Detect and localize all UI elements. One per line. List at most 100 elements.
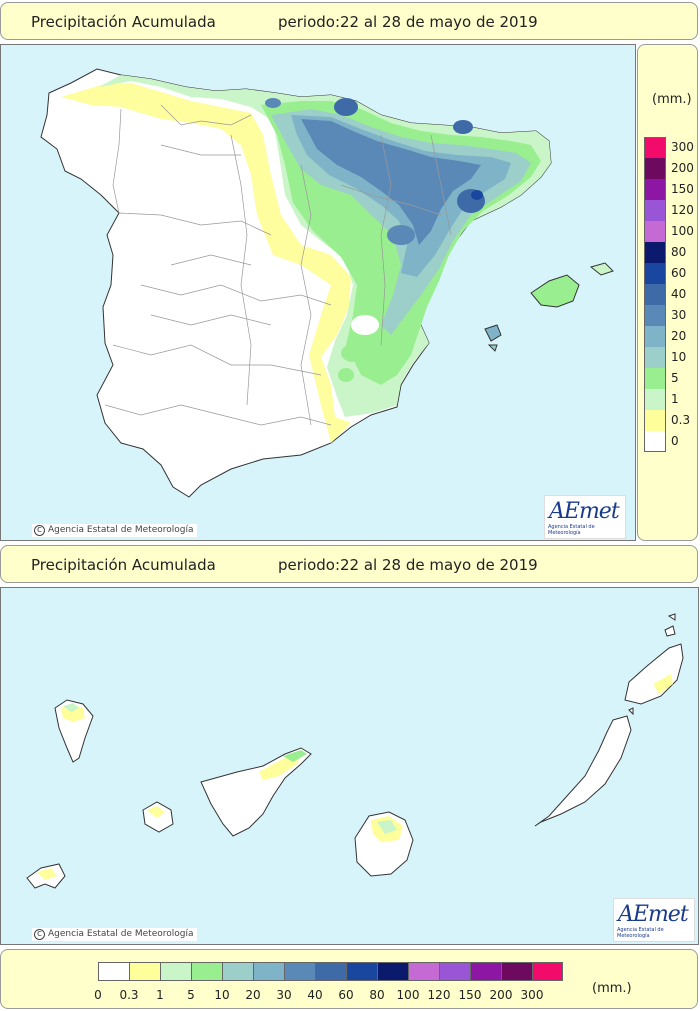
legend-swatch-150 <box>470 962 501 981</box>
legend-label-200: 200 <box>671 161 694 175</box>
island-alegranza <box>667 613 676 621</box>
aemet-logo-word: AEmet <box>618 902 689 927</box>
island-formentera <box>487 344 498 352</box>
legend-swatch-10 <box>222 962 253 981</box>
top-panel-title: Precipitación Acumulada <box>31 13 216 31</box>
legend-swatch-0.3 <box>129 962 160 981</box>
precip-la-palma-green <box>63 703 79 712</box>
legend-swatch-40 <box>315 962 346 981</box>
top-credit-text: Agencia Estatal de Meteorología <box>48 525 194 535</box>
legend-label-10: 10 <box>671 350 687 364</box>
bottom-panel-period: periodo:22 al 28 de mayo de 2019 <box>278 556 538 574</box>
legend-swatch-120 <box>644 200 666 221</box>
legend-label-20: 20 <box>245 988 261 1002</box>
island-mallorca <box>530 274 580 308</box>
precip-spot-murcia-1 <box>341 344 365 362</box>
legend-label-100: 100 <box>396 988 420 1002</box>
legend-label-300: 300 <box>520 988 544 1002</box>
canarias-map-svg <box>26 613 684 889</box>
aemet-logo-word: AEmet <box>549 499 620 524</box>
island-lobos <box>628 707 634 716</box>
legend-vertical-unit: (mm.) <box>652 92 692 107</box>
legend-swatch-30 <box>284 962 315 981</box>
precip-spot-murcia-2 <box>338 368 354 382</box>
legend-label-20: 20 <box>671 329 687 343</box>
legend-label-40: 40 <box>671 287 687 301</box>
legend-label-100: 100 <box>671 224 694 238</box>
legend-swatch-40 <box>644 284 666 305</box>
legend-swatch-0.3 <box>644 410 666 431</box>
precip-el-hierro <box>37 868 57 880</box>
legend-swatch-100 <box>408 962 439 981</box>
legend-label-150: 150 <box>458 988 482 1002</box>
bottom-credit: c Agencia Estatal de Meteorología <box>32 928 197 941</box>
legend-label-40: 40 <box>307 988 323 1002</box>
legend-label-80: 80 <box>369 988 385 1002</box>
bottom-panel-title: Precipitación Acumulada <box>31 556 216 574</box>
legend-swatch-200 <box>644 158 666 179</box>
legend-horizontal-unit: (mm.) <box>592 981 632 996</box>
legend-label-0: 0 <box>94 988 102 1002</box>
aemet-logo-bottom: AEmet Agencia Estatal de Meteorología <box>613 898 695 942</box>
legend-swatch-0 <box>644 431 666 452</box>
legend-label-30: 30 <box>671 308 687 322</box>
aemet-logo-sub: Agencia Estatal de Meteorología <box>617 927 664 939</box>
top-panel-period: periodo:22 al 28 de mayo de 2019 <box>278 13 538 31</box>
legend-label-150: 150 <box>671 182 694 196</box>
precip-zone-north-yellow <box>61 83 351 443</box>
legend-swatch-100 <box>644 221 666 242</box>
top-credit: c Agencia Estatal de Meteorología <box>32 524 197 537</box>
legend-swatch-80 <box>377 962 408 981</box>
legend-swatch-30 <box>644 305 666 326</box>
bottom-panel-header: Precipitación Acumulada periodo:22 al 28… <box>0 545 698 583</box>
legend-horizontal: 0 0.3 1 5 10 20 30 40 60 80 100 120 150 200 300 (mm.) <box>0 949 698 1009</box>
bottom-credit-text: Agencia Estatal de Meteorología <box>48 929 194 939</box>
aemet-logo-top: AEmet Agencia Estatal de Meteorología <box>544 495 626 539</box>
top-panel-header: Precipitación Acumulada periodo:22 al 28… <box>0 2 698 40</box>
precip-spot-navarra <box>334 98 358 116</box>
aemet-logo-sub: Agencia Estatal de Meteorología <box>548 524 595 536</box>
precip-la-gomera <box>147 806 165 818</box>
legend-swatch-60 <box>346 962 377 981</box>
legend-label-0.3: 0.3 <box>671 413 691 427</box>
island-lanzarote <box>624 643 684 705</box>
legend-label-10: 10 <box>214 988 230 1002</box>
legend-swatch-5 <box>191 962 222 981</box>
legend-swatch-200 <box>501 962 532 981</box>
precip-spot-teruel <box>387 225 415 245</box>
island-ibiza <box>484 324 502 342</box>
island-la-graciosa <box>664 625 676 637</box>
precip-spot-cantabria <box>265 98 281 108</box>
precip-spot-valencia-n <box>471 190 483 200</box>
legend-swatch-20 <box>253 962 284 981</box>
legend-swatch-300 <box>644 137 666 158</box>
legend-swatch-60 <box>644 263 666 284</box>
precip-spot-dry-east <box>351 315 379 335</box>
legend-label-0.3: 0.3 <box>119 988 139 1002</box>
legend-swatch-10 <box>644 347 666 368</box>
legend-label-60: 60 <box>671 266 687 280</box>
legend-vertical: (mm.) 300 200 150 120 100 80 60 40 30 20 10 5 1 0.3 0 <box>637 44 698 541</box>
legend-label-120: 120 <box>671 203 694 217</box>
copyright-icon: c <box>34 929 45 940</box>
legend-label-200: 200 <box>489 988 513 1002</box>
precip-spot-pirineo <box>453 120 473 134</box>
precip-gran-canaria-green <box>377 820 397 834</box>
legend-label-80: 80 <box>671 245 687 259</box>
island-fuerteventura <box>534 715 632 827</box>
precip-lanzarote <box>653 674 673 694</box>
legend-swatch-20 <box>644 326 666 347</box>
legend-label-5: 5 <box>187 988 195 1002</box>
legend-label-30: 30 <box>276 988 292 1002</box>
legend-swatch-150 <box>644 179 666 200</box>
legend-label-60: 60 <box>338 988 354 1002</box>
legend-swatch-1 <box>160 962 191 981</box>
island-menorca <box>589 262 614 276</box>
legend-label-0: 0 <box>671 434 679 448</box>
peninsula-map: c Agencia Estatal de Meteorología AEmet A… <box>0 44 636 541</box>
legend-label-1: 1 <box>671 392 679 406</box>
peninsula-map-svg <box>40 68 614 498</box>
legend-swatch-1 <box>644 389 666 410</box>
canarias-map: c Agencia Estatal de Meteorología AEmet A… <box>0 587 699 945</box>
legend-swatch-0 <box>98 962 129 981</box>
